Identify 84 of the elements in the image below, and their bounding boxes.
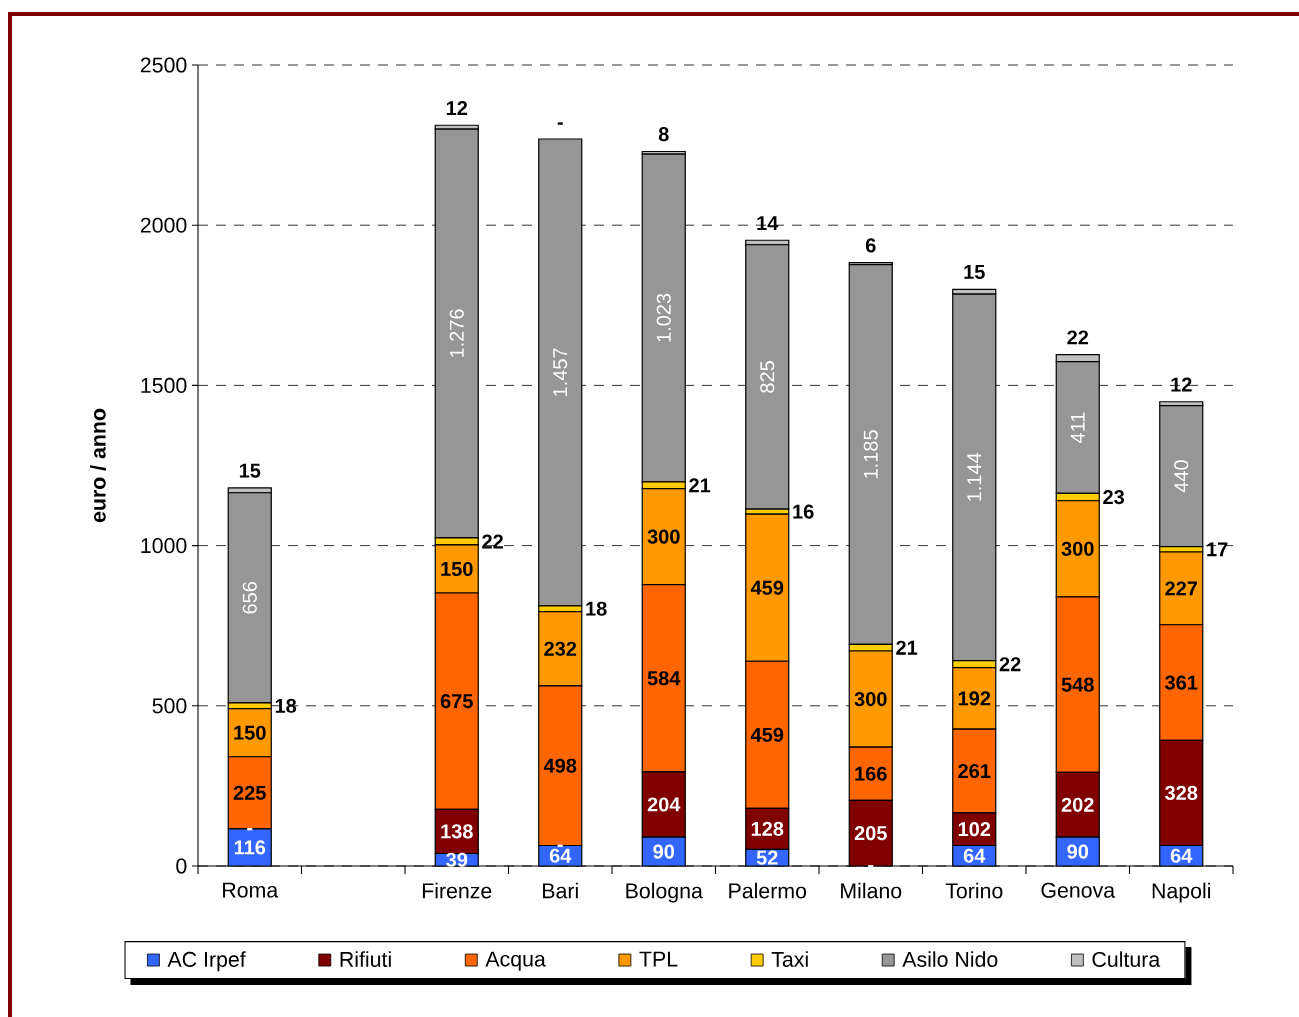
- data-label: 656: [242, 582, 257, 614]
- data-label: 23: [1103, 489, 1125, 505]
- data-label: 1.185: [863, 430, 878, 478]
- y-tick-label: 2000: [140, 217, 187, 233]
- data-label: 14: [757, 216, 779, 230]
- data-label: 232: [544, 641, 577, 656]
- text: -: [868, 865, 874, 868]
- data-label: 459: [750, 727, 784, 742]
- data-label: 202: [1061, 797, 1094, 812]
- data-label: 1.276: [449, 309, 464, 357]
- legend-label: Taxi: [771, 951, 808, 967]
- y-tick-label: 2500: [140, 57, 187, 73]
- x-tick-label: Firenze: [422, 882, 492, 899]
- text: -: [557, 844, 563, 847]
- data-label: 440: [1174, 460, 1189, 493]
- data-label: 52: [756, 850, 778, 865]
- y-tick-label: 1000: [141, 538, 187, 554]
- data-label: 90: [1067, 844, 1089, 859]
- x-tick-label: Bari: [543, 882, 578, 899]
- text: -: [557, 122, 563, 125]
- data-label: 225: [233, 785, 266, 800]
- data-label: 18: [586, 601, 607, 616]
- data-label: 64: [549, 848, 572, 863]
- data-label: 459: [750, 580, 784, 595]
- data-label: 300: [1061, 541, 1094, 556]
- data-label: 300: [854, 691, 887, 707]
- data-label: 328: [1165, 785, 1198, 801]
- data-label: 825: [760, 361, 775, 393]
- data-label: 17: [1207, 542, 1228, 557]
- data-label: 22: [1067, 330, 1089, 345]
- data-label: 205: [854, 826, 887, 841]
- y-tick-label: 0: [176, 858, 187, 874]
- text: -: [247, 827, 253, 831]
- legend-label: TPL: [639, 951, 678, 967]
- data-label: 204: [647, 797, 681, 812]
- data-label: 498: [543, 758, 577, 773]
- x-tick-label: Genova: [1041, 882, 1116, 898]
- data-label: 102: [958, 822, 991, 837]
- data-label: 227: [1165, 581, 1198, 596]
- x-tick-label: Milano: [841, 882, 902, 899]
- legend-label: AC Irpef: [167, 951, 246, 972]
- data-label: 361: [1165, 675, 1198, 690]
- data-label: 411: [1070, 412, 1085, 444]
- data-label: 90: [653, 844, 675, 859]
- legend-label: Acqua: [485, 951, 546, 971]
- data-label: 548: [1061, 677, 1094, 692]
- data-label: 15: [239, 463, 261, 478]
- data-label: 166: [855, 766, 887, 781]
- legend-label: Rifiuti: [340, 951, 391, 967]
- data-label: 22: [482, 534, 503, 549]
- data-label: 15: [964, 265, 985, 280]
- data-label: 21: [689, 478, 711, 493]
- data-label: 6: [865, 238, 876, 253]
- data-label: 150: [441, 561, 473, 577]
- data-label: 261: [958, 763, 991, 779]
- data-label: 128: [751, 821, 784, 836]
- data-label: 8: [658, 127, 669, 142]
- data-label: 64: [963, 848, 986, 863]
- data-label: 64: [1170, 848, 1193, 863]
- data-label: 138: [441, 824, 473, 839]
- x-tick-label: Bologna: [626, 882, 703, 903]
- data-label: 1.144: [967, 452, 982, 501]
- data-label: 584: [647, 671, 681, 686]
- x-tick-label: Napoli: [1152, 882, 1211, 903]
- data-label: 16: [793, 504, 814, 519]
- y-axis-title: euro / anno: [90, 408, 106, 523]
- data-label: 675: [440, 694, 473, 709]
- x-tick-label: Palermo: [729, 882, 807, 899]
- x-tick-label: Torino: [945, 882, 1003, 899]
- data-label: 150: [234, 725, 266, 740]
- legend-label: Cultura: [1092, 951, 1161, 967]
- data-label: 12: [446, 101, 468, 115]
- x-tick-label: Roma: [223, 882, 279, 898]
- y-tick-label: 500: [152, 698, 187, 714]
- legend-label: Asilo Nido: [902, 951, 998, 967]
- data-label: 22: [999, 657, 1021, 672]
- data-label: 192: [958, 691, 991, 706]
- y-tick-label: 1500: [141, 377, 187, 393]
- data-label: 116: [234, 840, 266, 855]
- data-label: 300: [647, 529, 680, 544]
- data-label: 1.457: [553, 348, 568, 396]
- data-label: 39: [446, 852, 468, 867]
- data-label: 21: [896, 640, 918, 655]
- data-label: 1.023: [656, 293, 671, 342]
